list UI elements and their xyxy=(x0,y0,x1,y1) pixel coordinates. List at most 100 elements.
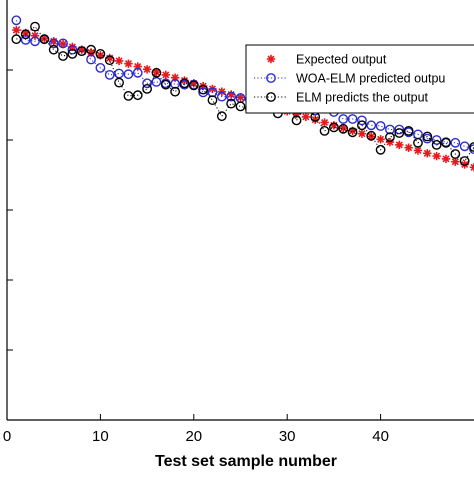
series-3-point xyxy=(347,127,358,138)
series-2-point xyxy=(431,135,442,145)
x-tick-label: 30 xyxy=(279,428,296,445)
series-3-point xyxy=(86,44,96,55)
series-1-point xyxy=(124,59,133,68)
series-2-point xyxy=(20,35,31,45)
series-1-point-stroke xyxy=(115,57,123,65)
legend-item-1-marker-stroke xyxy=(267,55,275,63)
series-3-point xyxy=(76,46,87,56)
series-3-point xyxy=(151,67,162,78)
x-tick-label: 10 xyxy=(92,428,109,445)
series-3-point xyxy=(58,51,68,61)
series-1-point xyxy=(376,135,385,144)
series-3-point xyxy=(291,115,302,126)
series-3-point xyxy=(357,120,367,131)
series-2-point xyxy=(11,15,22,26)
series-1-point-stroke xyxy=(87,48,95,57)
series-1-point-stroke xyxy=(358,130,366,138)
series-2-point xyxy=(86,54,96,65)
series-1-point xyxy=(49,37,58,46)
series-1-point-stroke xyxy=(367,132,375,141)
series-3-point xyxy=(188,80,199,91)
series-3-point xyxy=(170,86,181,97)
legend-item-2-marker xyxy=(266,73,276,83)
series-3-point xyxy=(142,84,153,94)
series-2-point xyxy=(366,120,377,131)
series-3-point xyxy=(39,34,50,45)
series-1-point-stroke xyxy=(414,146,422,155)
series-3-point xyxy=(441,137,451,148)
series-2-point xyxy=(226,91,237,102)
series-1-point-stroke xyxy=(405,144,413,152)
series-1-point-stroke xyxy=(124,60,132,68)
series-1-point-stroke xyxy=(451,158,459,166)
series-2-point xyxy=(198,87,209,98)
series-3-point xyxy=(385,132,395,143)
series-3-point xyxy=(413,137,423,148)
series-1-point xyxy=(423,149,432,158)
series-3-point xyxy=(67,49,78,59)
series-3-line xyxy=(16,25,474,162)
legend-item-3: ELM predicts the output xyxy=(254,91,429,105)
series-1-point xyxy=(114,56,124,66)
series-3-point xyxy=(235,101,246,112)
x-axis-title: Test set sample number xyxy=(155,453,337,470)
series-3-point xyxy=(198,84,209,95)
series-2 xyxy=(11,15,474,154)
series-1-point-stroke xyxy=(143,65,151,73)
series-3-point xyxy=(375,144,386,155)
series-1-point xyxy=(432,151,441,161)
series-1-point-stroke xyxy=(68,43,76,51)
series-3-point xyxy=(422,131,433,142)
series-2-point xyxy=(375,121,386,131)
legend: Expected output WOA-ELM predicted outpu EL… xyxy=(245,44,474,114)
series-3-point xyxy=(30,21,40,32)
series-2-point xyxy=(216,91,227,102)
series-3-point xyxy=(450,149,461,159)
series-1-point xyxy=(142,65,152,74)
axes: 0 10 20 30 40 xyxy=(3,0,474,445)
series-1-point xyxy=(385,137,395,147)
series-1-point-stroke xyxy=(59,40,67,48)
series-1-point-stroke xyxy=(433,152,441,160)
series-2-point xyxy=(142,78,153,89)
series-2-point xyxy=(132,67,143,78)
series-1-point-stroke xyxy=(470,166,474,171)
series-1-point-stroke xyxy=(395,141,403,149)
series-2-point xyxy=(459,141,470,152)
series-1-point-stroke xyxy=(218,88,226,96)
series-1-point xyxy=(357,129,367,138)
legend-item-1-label: Expected output xyxy=(296,53,387,67)
series-1-point-stroke xyxy=(311,116,319,124)
series-3-point xyxy=(226,98,237,109)
series-1-point-stroke xyxy=(162,71,170,79)
series-1-point-stroke xyxy=(236,93,245,101)
legend-item-3-label: ELM predicts the output xyxy=(296,91,429,105)
series-1-point xyxy=(12,25,21,35)
series-2-point xyxy=(170,79,181,89)
series-1-point xyxy=(320,118,329,127)
legend-item-3-marker xyxy=(266,92,276,102)
series-1-point-stroke xyxy=(423,149,431,157)
series-3-point xyxy=(11,34,22,45)
legend-item-2-label: WOA-ELM predicted outpu xyxy=(296,72,445,86)
series-3-point xyxy=(95,49,106,59)
series-2-point xyxy=(357,115,367,126)
series-2-point xyxy=(123,69,134,80)
series-1-point xyxy=(217,87,227,96)
series-3-point xyxy=(328,122,339,133)
series-1-point xyxy=(469,163,474,172)
series-2-point xyxy=(450,137,461,148)
x-tick-label: 40 xyxy=(372,428,389,445)
legend-item-1: Expected output xyxy=(266,53,387,67)
x-tick-label: 20 xyxy=(185,428,202,445)
series-3-point xyxy=(469,142,474,152)
series-1-point-stroke xyxy=(321,118,329,127)
series-1-point xyxy=(441,154,451,164)
series-1-point-stroke xyxy=(339,124,347,132)
series-3-point xyxy=(123,91,134,101)
series-2-point xyxy=(347,114,358,124)
x-tick-label: 0 xyxy=(3,428,11,445)
series-2-point xyxy=(30,36,40,47)
series-3-point xyxy=(132,90,143,101)
